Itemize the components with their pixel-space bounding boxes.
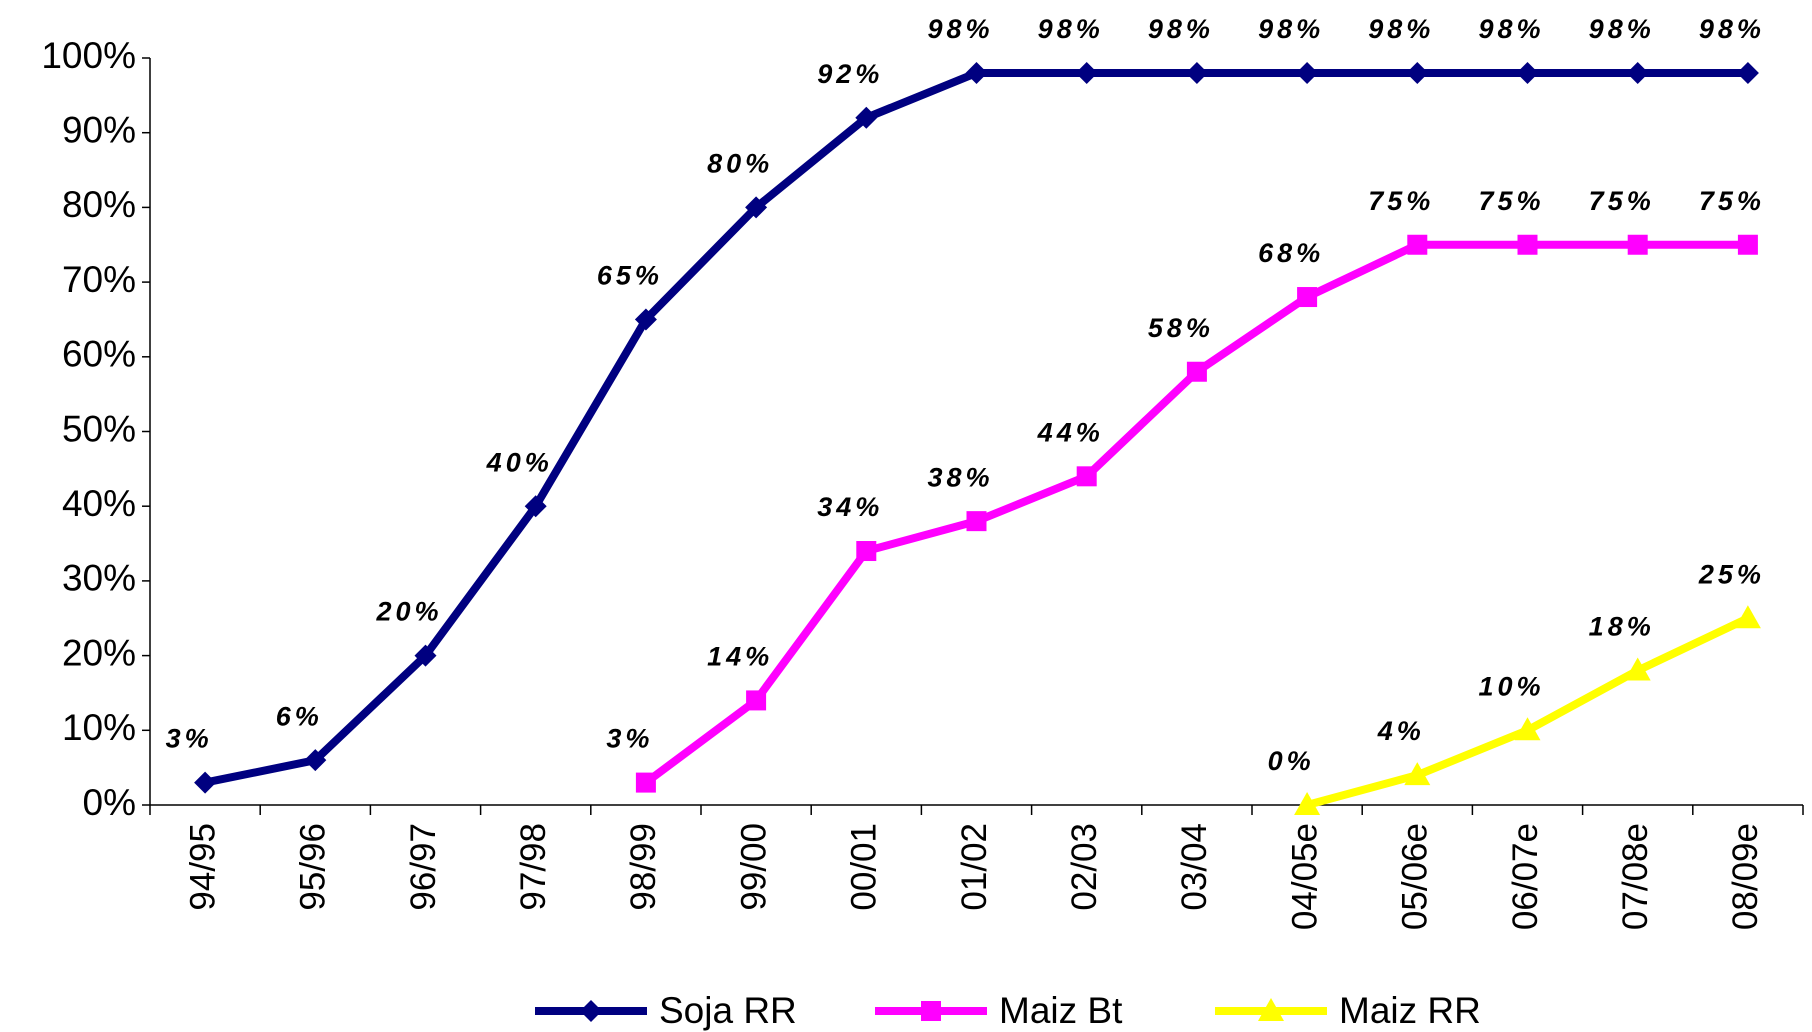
data-point: [966, 511, 987, 532]
y-tick-label: 80%: [62, 184, 136, 225]
data-point: [1517, 234, 1538, 255]
data-point: [1404, 762, 1431, 786]
data-point: [1734, 605, 1761, 629]
data-point: [1737, 234, 1758, 255]
y-tick-label: 60%: [62, 334, 136, 375]
y-tick-label: 100%: [41, 35, 136, 76]
data-label: 75%: [1478, 186, 1544, 216]
data-point: [1297, 287, 1318, 308]
x-tick-label: 03/04: [1175, 823, 1214, 911]
data-label: 98%: [1368, 14, 1434, 44]
data-point: [1736, 61, 1759, 84]
data-point: [1514, 717, 1541, 741]
data-label: 40%: [486, 447, 553, 477]
data-point: [414, 644, 437, 667]
data-point: [524, 495, 547, 518]
x-tick-label: 95/96: [294, 823, 333, 911]
series-line: [1306, 614, 1750, 809]
data-point: [746, 690, 767, 711]
data-point: [1627, 234, 1648, 255]
x-tick-label: 94/95: [183, 823, 222, 911]
legend-marker: [1258, 998, 1284, 1021]
y-tick-label: 90%: [62, 109, 136, 150]
x-tick-label: 08/09e: [1726, 823, 1765, 930]
legend-marker: [921, 1001, 941, 1021]
data-point: [1185, 61, 1208, 84]
y-tick-label: 70%: [62, 259, 136, 300]
data-label: 44%: [1037, 417, 1104, 447]
data-label: 38%: [927, 462, 993, 492]
data-point: [1075, 61, 1098, 84]
data-label: 98%: [927, 14, 993, 44]
x-tick-label: 07/08e: [1616, 823, 1655, 930]
legend-item: Maiz RR: [1215, 990, 1481, 1031]
data-label: 0%: [1268, 746, 1315, 776]
data-label: 98%: [1148, 14, 1214, 44]
x-tick-label: 98/99: [624, 823, 663, 911]
data-point: [1406, 61, 1429, 84]
legend-item: Maiz Bt: [875, 990, 1123, 1031]
y-tick-label: 30%: [62, 558, 136, 599]
data-point: [1186, 361, 1207, 382]
data-point: [1294, 792, 1321, 815]
legend-marker: [580, 1000, 602, 1022]
x-tick-label: 06/07e: [1506, 823, 1545, 930]
data-label: 65%: [597, 261, 663, 291]
data-point: [1076, 466, 1097, 487]
data-point: [634, 308, 657, 331]
x-tick-label: 01/02: [955, 823, 994, 911]
legend-label: Soja RR: [659, 990, 797, 1031]
data-point: [855, 106, 878, 129]
legend-item: Soja RR: [535, 990, 797, 1031]
data-label: 3%: [166, 724, 213, 754]
data-label: 98%: [1478, 14, 1544, 44]
data-label: 58%: [1148, 313, 1214, 343]
data-point: [856, 541, 877, 562]
data-label: 34%: [817, 492, 883, 522]
y-tick-label: 40%: [62, 483, 136, 524]
data-label: 14%: [707, 642, 773, 672]
y-tick-label: 0%: [83, 782, 136, 823]
data-point: [1296, 61, 1319, 84]
data-label: 6%: [276, 701, 323, 731]
data-point: [1626, 61, 1649, 84]
data-label: 18%: [1589, 612, 1655, 642]
x-tick-label: 97/98: [514, 823, 553, 911]
data-label: 98%: [1258, 14, 1324, 44]
data-label: 75%: [1368, 186, 1434, 216]
data-label: 98%: [1589, 14, 1655, 44]
data-point: [1624, 657, 1651, 681]
data-label: 25%: [1698, 559, 1765, 589]
data-label: 20%: [375, 597, 442, 627]
data-label: 3%: [606, 724, 653, 754]
data-label: 80%: [707, 149, 773, 179]
data-point: [1516, 61, 1539, 84]
data-label: 98%: [1699, 14, 1765, 44]
y-tick-label: 50%: [62, 408, 136, 449]
data-point: [745, 196, 768, 219]
data-label: 75%: [1699, 186, 1765, 216]
data-label: 75%: [1589, 186, 1655, 216]
y-tick-label: 20%: [62, 632, 136, 673]
x-tick-label: 99/00: [734, 823, 773, 911]
data-label: 98%: [1038, 14, 1104, 44]
data-label: 10%: [1478, 671, 1544, 701]
y-tick-label: 10%: [62, 707, 136, 748]
x-tick-label: 04/05e: [1285, 823, 1324, 930]
data-label: 68%: [1258, 238, 1324, 268]
x-tick-label: 96/97: [404, 823, 443, 911]
data-point: [965, 61, 988, 84]
x-tick-label: 02/03: [1065, 823, 1104, 911]
legend-label: Maiz RR: [1339, 990, 1481, 1031]
x-tick-label: 05/06e: [1396, 823, 1435, 930]
data-label: 92%: [817, 59, 883, 89]
data-label: 4%: [1377, 716, 1425, 746]
data-point: [635, 772, 656, 793]
data-point: [1407, 234, 1428, 255]
legend-label: Maiz Bt: [999, 990, 1123, 1031]
data-point: [194, 771, 217, 794]
data-point: [304, 749, 327, 772]
x-tick-label: 00/01: [845, 823, 884, 911]
